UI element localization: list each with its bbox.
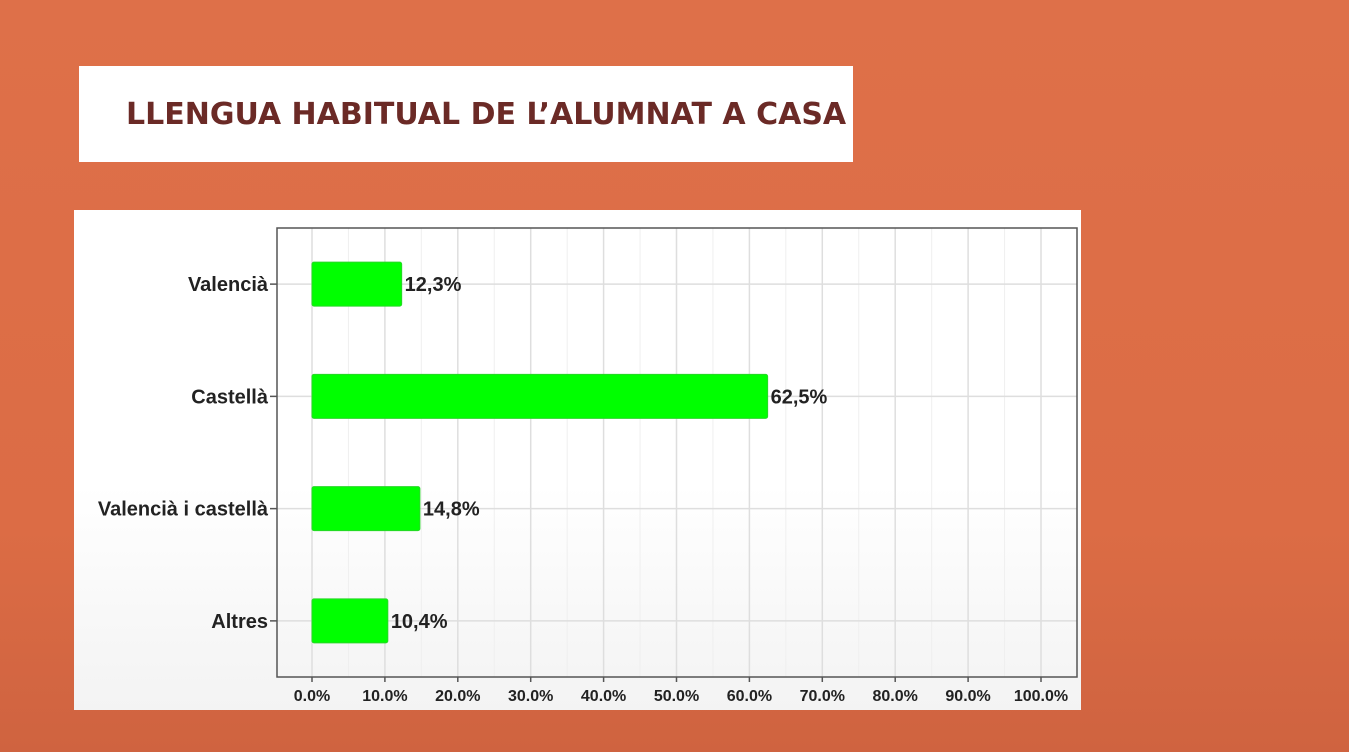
- bar: [311, 261, 403, 307]
- category-label: Castellà: [191, 386, 269, 408]
- x-tick-label: 80.0%: [873, 688, 918, 705]
- bars-group: [311, 261, 769, 644]
- x-tick-label: 10.0%: [362, 688, 407, 705]
- bar: [311, 373, 769, 419]
- x-tick-labels: 0.0% 10.0% 20.0% 30.0% 40.0% 50.0% 60.0% 70.0% 8…: [294, 677, 1068, 705]
- chart-panel: Valencià Castellà Valencià i castellà Altre…: [74, 210, 1081, 710]
- value-label: 14,8%: [423, 499, 480, 521]
- value-labels: 12,3% 62,5% 14,8% 10,4%: [391, 274, 828, 633]
- category-label: Valencià i castellà: [98, 499, 269, 521]
- x-tick-label: 70.0%: [800, 688, 845, 705]
- x-tick-label: 100.0%: [1014, 688, 1068, 705]
- value-label: 12,3%: [405, 274, 462, 296]
- value-label: 62,5%: [771, 386, 828, 408]
- bar-chart: Valencià Castellà Valencià i castellà Altre…: [98, 227, 1078, 705]
- x-tick-label: 0.0%: [294, 688, 330, 705]
- x-tick-label: 90.0%: [945, 688, 990, 705]
- x-tick-label: 60.0%: [727, 688, 772, 705]
- slide-title-box: LLENGUA HABITUAL DE L’ALUMNAT A CASA: [79, 66, 853, 162]
- x-tick-label: 20.0%: [435, 688, 480, 705]
- value-label: 10,4%: [391, 611, 448, 633]
- x-tick-label: 30.0%: [508, 688, 553, 705]
- category-label: Altres: [211, 611, 268, 633]
- category-labels: Valencià Castellà Valencià i castellà Altre…: [98, 274, 277, 633]
- slide-title: LLENGUA HABITUAL DE L’ALUMNAT A CASA: [126, 96, 847, 132]
- chart-grid: [277, 228, 1077, 677]
- bar: [311, 486, 421, 532]
- bar: [311, 598, 389, 644]
- x-tick-label: 50.0%: [654, 688, 699, 705]
- x-tick-label: 40.0%: [581, 688, 626, 705]
- category-label: Valencià: [188, 274, 269, 296]
